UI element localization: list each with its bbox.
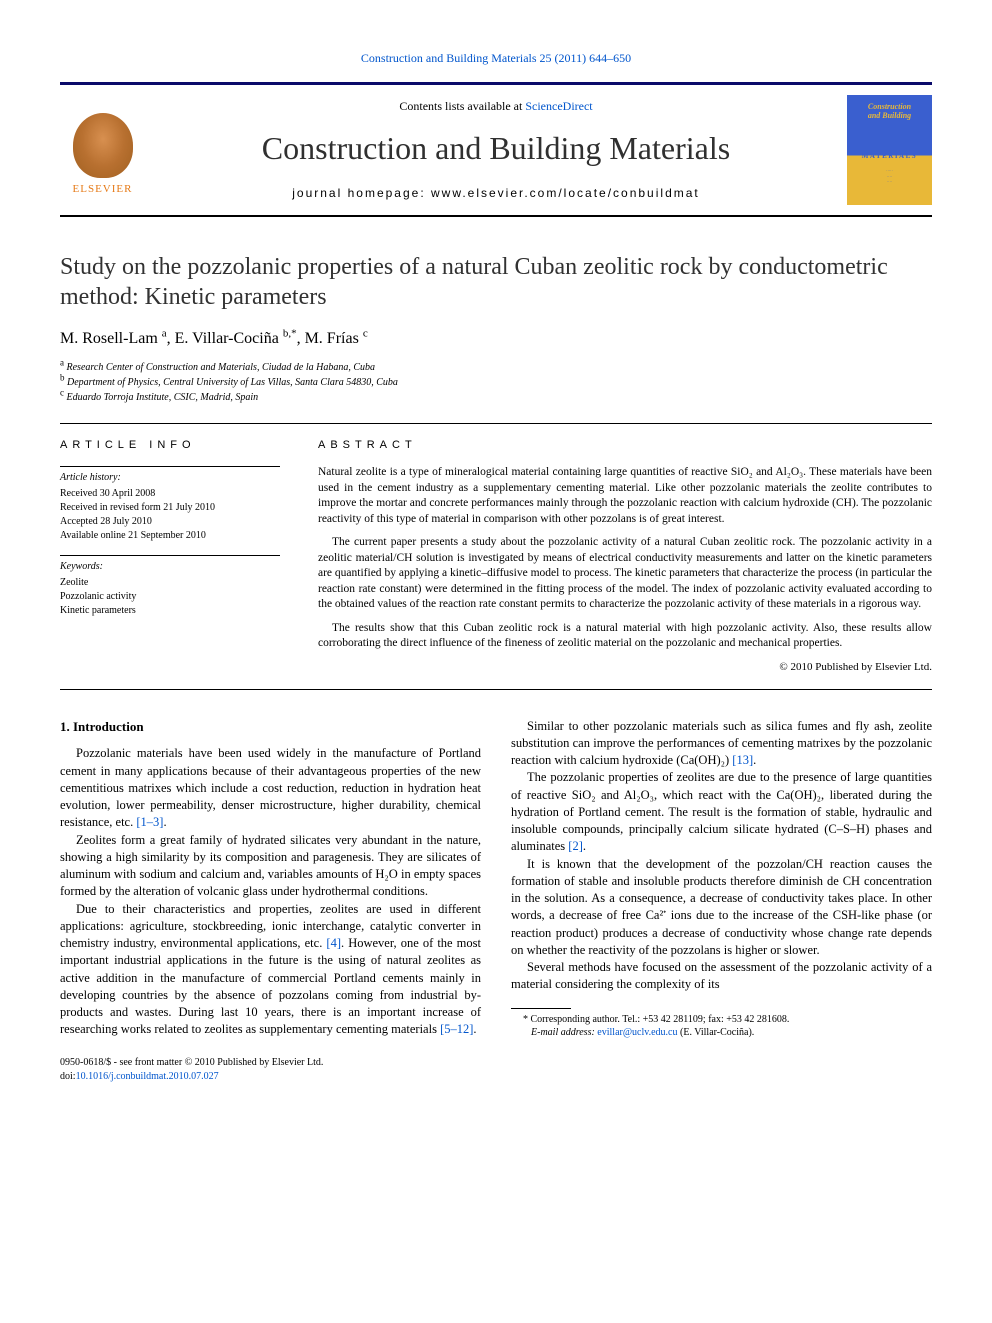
- journal-citation-link[interactable]: Construction and Building Materials 25 (…: [361, 51, 631, 65]
- publisher-logo: ELSEVIER: [60, 102, 145, 197]
- body-text: 1. Introduction Pozzolanic materials hav…: [60, 718, 932, 1040]
- corresponding-author-note: * Corresponding author. Tel.: +53 42 281…: [511, 1013, 932, 1027]
- page-footer: 0950-0618/$ - see front matter © 2010 Pu…: [60, 1056, 932, 1084]
- journal-citation: Construction and Building Materials 25 (…: [60, 50, 932, 67]
- doi-label: doi:: [60, 1071, 76, 1082]
- footnotes: * Corresponding author. Tel.: +53 42 281…: [511, 1013, 932, 1040]
- body-paragraph: It is known that the development of the …: [511, 856, 932, 960]
- contents-prefix: Contents lists available at: [399, 99, 525, 113]
- publisher-name: ELSEVIER: [73, 182, 133, 197]
- abstract-paragraph: The results show that this Cuban zeoliti…: [318, 621, 932, 652]
- history-heading: Article history:: [60, 466, 280, 485]
- masthead-center: Contents lists available at ScienceDirec…: [145, 98, 847, 202]
- ref-link-2[interactable]: [2]: [568, 839, 583, 853]
- body-paragraph: Zeolites form a great family of hydrated…: [60, 832, 481, 901]
- abstract-copyright: © 2010 Published by Elsevier Ltd.: [318, 660, 932, 675]
- ref-link-13[interactable]: [13]: [732, 753, 753, 767]
- body-paragraph: Pozzolanic materials have been used wide…: [60, 745, 481, 831]
- ref-link-1-3[interactable]: [1–3]: [136, 815, 163, 829]
- abstract: ABSTRACT Natural zeolite is a type of mi…: [318, 438, 932, 674]
- article-title: Study on the pozzolanic properties of a …: [60, 252, 932, 312]
- contents-lists: Contents lists available at ScienceDirec…: [145, 98, 847, 115]
- footnote-separator: [511, 1008, 571, 1009]
- body-paragraph: Due to their characteristics and propert…: [60, 901, 481, 1039]
- section-heading-introduction: 1. Introduction: [60, 718, 481, 736]
- authors: M. Rosell-Lam a, E. Villar-Cociña b,*, M…: [60, 328, 932, 350]
- email-suffix: (E. Villar-Cociña).: [680, 1027, 754, 1038]
- corresponding-email-link[interactable]: evillar@uclv.edu.cu: [597, 1027, 677, 1038]
- body-paragraph: The pozzolanic properties of zeolites ar…: [511, 769, 932, 855]
- keywords-list: ZeolitePozzolanic activityKinetic parame…: [60, 576, 280, 618]
- abstract-paragraph: Natural zeolite is a type of mineralogic…: [318, 465, 932, 527]
- keywords-heading: Keywords:: [60, 555, 280, 574]
- journal-cover-thumbnail: Construction and Building MATERIALS ····…: [847, 95, 932, 205]
- journal-homepage: journal homepage: www.elsevier.com/locat…: [145, 185, 847, 202]
- elsevier-tree-icon: [73, 113, 133, 178]
- issn-line: 0950-0618/$ - see front matter © 2010 Pu…: [60, 1056, 932, 1070]
- info-abstract-row: ARTICLE INFO Article history: Received 3…: [60, 424, 932, 689]
- email-label: E-mail address:: [531, 1027, 595, 1038]
- abstract-paragraph: The current paper presents a study about…: [318, 535, 932, 613]
- body-paragraph: Similar to other pozzolanic materials su…: [511, 718, 932, 770]
- body-paragraph: Several methods have focused on the asse…: [511, 959, 932, 994]
- ref-link-4[interactable]: [4]: [326, 936, 341, 950]
- history-list: Received 30 April 2008Received in revise…: [60, 487, 280, 543]
- abstract-heading: ABSTRACT: [318, 438, 932, 453]
- article-info-heading: ARTICLE INFO: [60, 438, 280, 453]
- masthead: ELSEVIER Contents lists available at Sci…: [60, 82, 932, 217]
- article-info: ARTICLE INFO Article history: Received 3…: [60, 438, 280, 674]
- cover-title: Construction and Building: [868, 103, 911, 121]
- ref-link-5-12[interactable]: [5–12]: [440, 1022, 473, 1036]
- sciencedirect-link[interactable]: ScienceDirect: [525, 99, 592, 113]
- doi-link[interactable]: 10.1016/j.conbuildmat.2010.07.027: [76, 1071, 219, 1082]
- journal-name: Construction and Building Materials: [145, 126, 847, 171]
- cover-blurb: ·············: [886, 168, 893, 185]
- cover-subtitle: MATERIALS: [862, 152, 917, 162]
- affiliations: a Research Center of Construction and Ma…: [60, 360, 932, 405]
